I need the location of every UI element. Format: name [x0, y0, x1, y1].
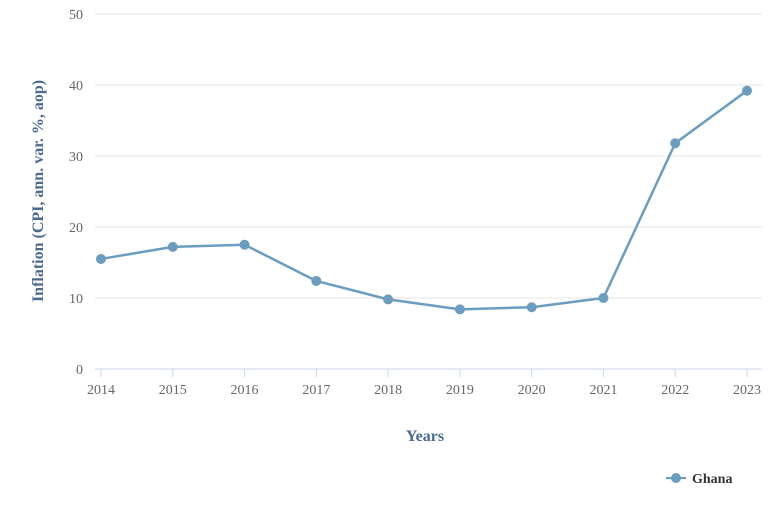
y-tick-label: 0	[76, 363, 83, 378]
data-point[interactable]	[670, 138, 681, 149]
y-tick-label: 10	[69, 292, 83, 307]
y-tick-label: 50	[69, 8, 83, 23]
x-axis: 2014 2015 2016 2017 2018 2019 2020 2021 2022 2023	[87, 368, 762, 398]
y-tick-label: 30	[69, 150, 83, 165]
grid-lines	[95, 13, 762, 299]
legend-dot-marker	[671, 473, 681, 483]
series-group	[96, 85, 752, 315]
x-tick-label: 2021	[589, 383, 617, 398]
data-point[interactable]	[742, 85, 752, 96]
y-axis-title: Inflation (CPI, ann. var. %, aop)	[30, 80, 47, 302]
data-point[interactable]	[311, 275, 322, 286]
data-point[interactable]	[526, 302, 537, 313]
x-tick-label: 2022	[661, 383, 689, 398]
series-line-ghana	[100, 89, 748, 311]
data-point[interactable]	[383, 294, 394, 305]
y-axis: 0 10 20 30 40 50	[69, 8, 83, 378]
x-tick-label: 2019	[446, 383, 474, 398]
x-tick-label: 2020	[518, 383, 546, 398]
x-tick-label: 2016	[231, 383, 259, 398]
y-tick-label: 20	[69, 221, 83, 236]
data-point[interactable]	[96, 253, 106, 264]
legend-label-ghana: Ghana	[692, 472, 732, 487]
x-tick-label: 2023	[733, 383, 761, 398]
y-tick-label: 40	[69, 79, 83, 94]
x-tick-label: 2017	[302, 383, 330, 398]
x-tick-label: 2018	[374, 383, 402, 398]
legend[interactable]: Ghana	[666, 472, 732, 487]
data-point[interactable]	[454, 304, 465, 315]
x-tick-label: 2015	[159, 383, 187, 398]
x-axis-title: Years	[406, 428, 444, 445]
x-tick-label: 2014	[87, 383, 115, 398]
data-point[interactable]	[167, 241, 178, 252]
data-point[interactable]	[598, 293, 609, 303]
data-point[interactable]	[239, 239, 250, 250]
